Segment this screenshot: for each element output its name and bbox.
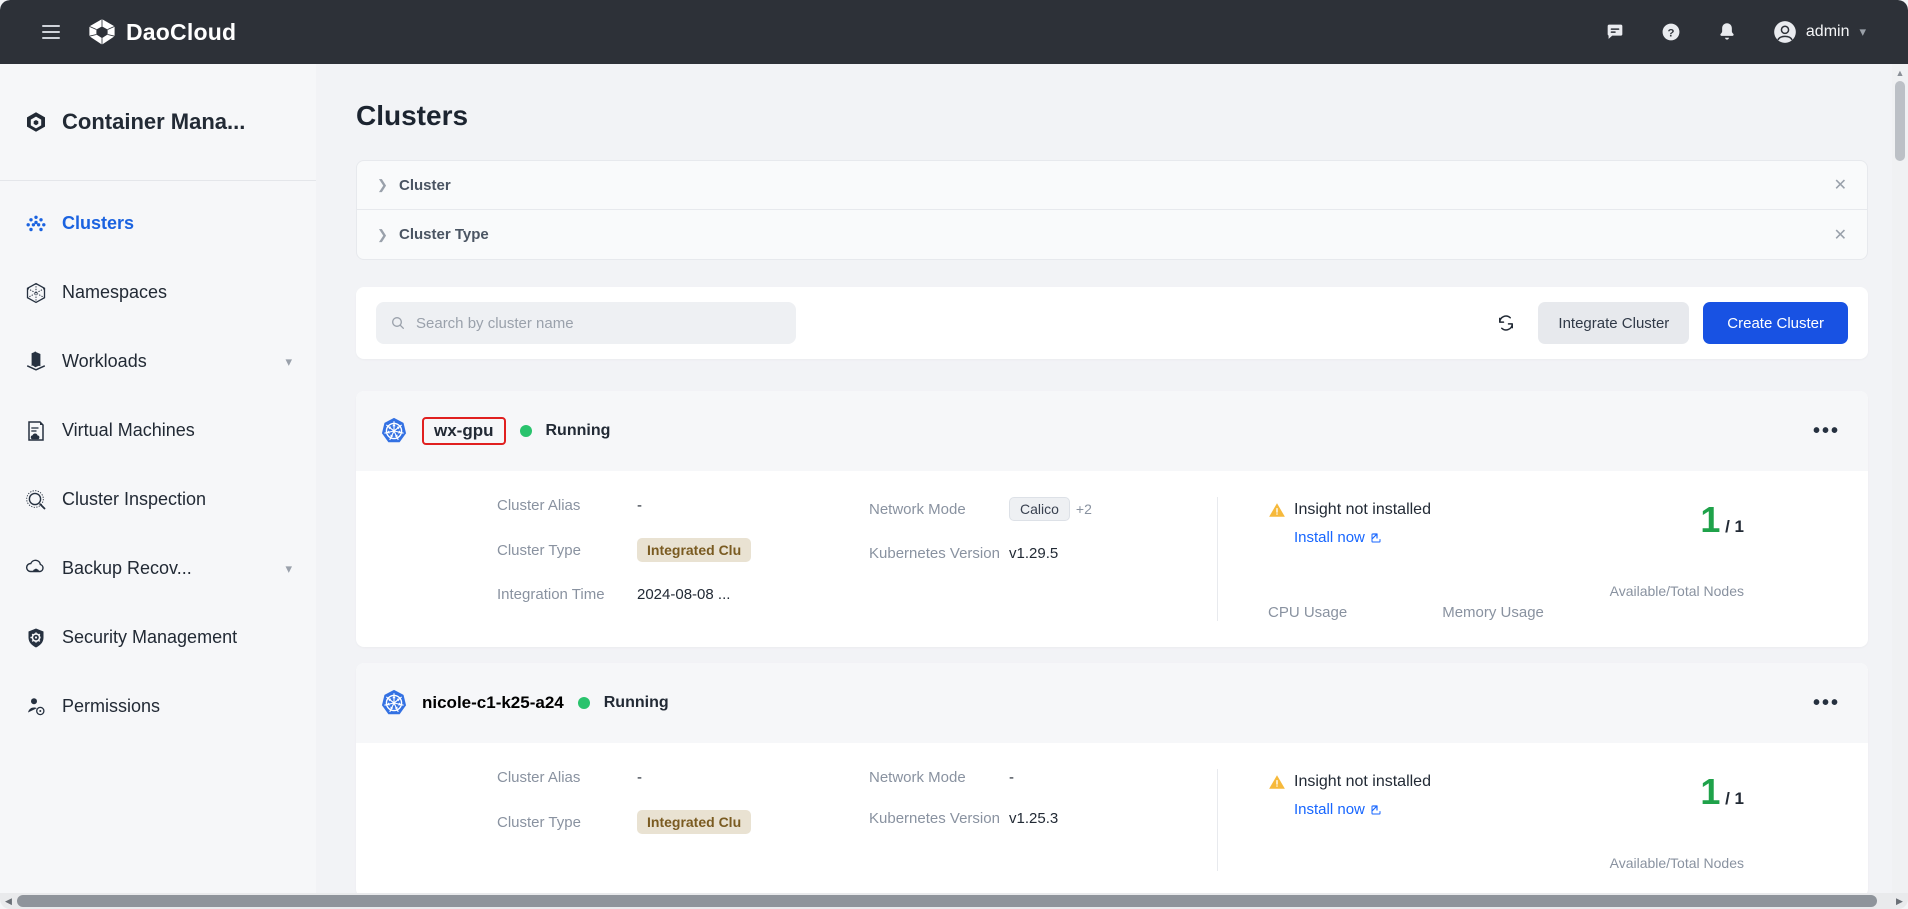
svg-text:?: ? <box>1667 27 1674 39</box>
